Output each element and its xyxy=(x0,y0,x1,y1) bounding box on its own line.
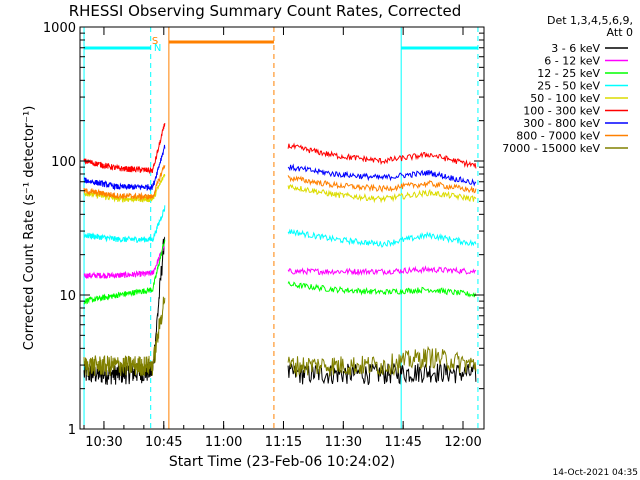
x-axis-label: Start Time (23-Feb-06 10:24:02) xyxy=(169,454,395,470)
plot-frame xyxy=(79,26,485,430)
x-tick-label-4: 11:30 xyxy=(325,435,362,450)
series-8-segment-0 xyxy=(83,296,166,377)
legend-header-0: Det 1,3,4,5,6,9, xyxy=(547,14,633,27)
series-2-segment-1 xyxy=(287,280,477,298)
series-4 xyxy=(83,174,477,204)
series-6-segment-0 xyxy=(83,144,166,192)
legend-label-8: 7000 - 15000 keV xyxy=(502,142,600,155)
series-5 xyxy=(83,122,477,175)
y-axis: 1 10 100 1000 xyxy=(43,21,484,438)
plot-lines: SN xyxy=(83,27,479,429)
x-tick-label-5: 11:45 xyxy=(384,435,421,450)
series-7-segment-0 xyxy=(83,164,166,201)
y-tick-label-0: 1 xyxy=(68,423,76,438)
y-axis-label: Corrected Count Rate (s⁻¹ detector⁻¹) xyxy=(22,106,37,351)
legend-header-1: Att 0 xyxy=(607,26,633,39)
series-8-segment-1 xyxy=(287,345,477,377)
flag-label-n: N xyxy=(154,43,161,54)
series-1-segment-1 xyxy=(287,265,477,276)
series-8 xyxy=(83,296,477,377)
legend-label-6: 300 - 800 keV xyxy=(523,117,600,130)
series-2-segment-0 xyxy=(83,239,166,305)
series-4-segment-0 xyxy=(83,174,166,204)
series-4-segment-1 xyxy=(287,184,477,204)
legend-label-7: 800 - 7000 keV xyxy=(516,130,600,143)
x-axis: 10:30 10:45 11:00 11:15 11:30 11:45 12:00 xyxy=(83,27,482,450)
series-7-segment-1 xyxy=(287,175,477,194)
legend-label-3: 25 - 50 keV xyxy=(537,80,600,93)
legend-label-2: 12 - 25 keV xyxy=(537,67,600,80)
series-5-segment-1 xyxy=(287,142,477,169)
series-7 xyxy=(83,164,477,201)
series-6 xyxy=(83,144,477,192)
y-tick-label-1: 10 xyxy=(59,289,76,304)
series-5-segment-0 xyxy=(83,122,166,175)
series-3-segment-1 xyxy=(287,228,477,248)
legend-label-4: 50 - 100 keV xyxy=(530,92,600,105)
legend-label-0: 3 - 6 keV xyxy=(551,42,600,55)
x-tick-label-6: 12:00 xyxy=(444,435,481,450)
series-3 xyxy=(83,205,477,248)
series-1 xyxy=(83,243,477,280)
timestamp: 14-Oct-2021 04:35 xyxy=(553,468,638,478)
x-tick-label-1: 10:45 xyxy=(145,435,182,450)
series-2 xyxy=(83,239,477,305)
x-tick-label-3: 11:15 xyxy=(265,435,302,450)
x-tick-label-2: 11:00 xyxy=(205,435,242,450)
flag-label-s: S xyxy=(152,36,158,47)
series-6-segment-1 xyxy=(287,163,477,187)
legend-label-1: 6 - 12 keV xyxy=(544,55,600,68)
series-3-segment-0 xyxy=(83,205,166,244)
series-1-segment-0 xyxy=(83,243,166,280)
chart-title: RHESSI Observing Summary Count Rates, Co… xyxy=(69,2,462,20)
y-tick-label-3: 1000 xyxy=(43,21,76,36)
y-tick-label-2: 100 xyxy=(51,155,76,170)
legend-label-5: 100 - 300 keV xyxy=(523,105,600,118)
x-tick-label-0: 10:30 xyxy=(85,435,122,450)
